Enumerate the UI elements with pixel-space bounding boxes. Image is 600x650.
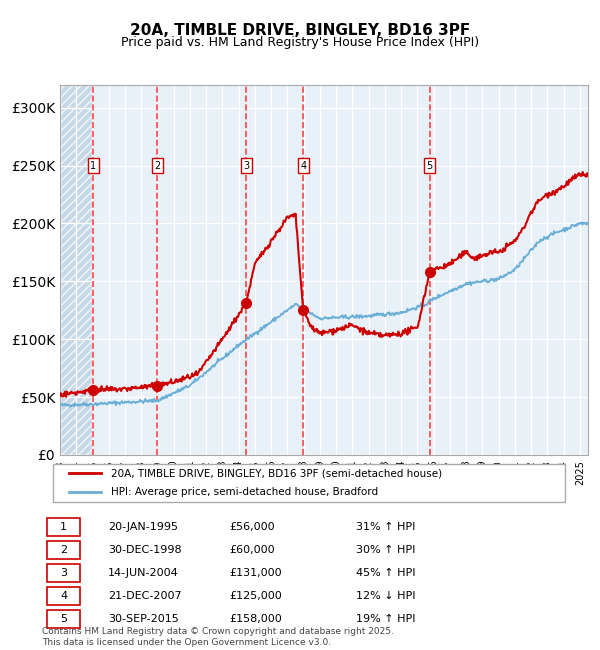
Text: 4: 4: [60, 592, 67, 601]
Text: 4: 4: [300, 161, 306, 170]
Text: HPI: Average price, semi-detached house, Bradford: HPI: Average price, semi-detached house,…: [112, 487, 379, 497]
Text: Contains HM Land Registry data © Crown copyright and database right 2025.
This d: Contains HM Land Registry data © Crown c…: [42, 627, 394, 647]
Text: 19% ↑ HPI: 19% ↑ HPI: [356, 614, 416, 625]
Text: 1: 1: [90, 161, 97, 170]
FancyBboxPatch shape: [53, 465, 565, 502]
Text: 2: 2: [154, 161, 160, 170]
Text: £60,000: £60,000: [229, 545, 275, 555]
Text: 21-DEC-2007: 21-DEC-2007: [108, 592, 181, 601]
Text: 1: 1: [60, 522, 67, 532]
Text: £125,000: £125,000: [229, 592, 282, 601]
Text: £56,000: £56,000: [229, 522, 275, 532]
Text: 14-JUN-2004: 14-JUN-2004: [108, 568, 179, 578]
Text: 5: 5: [60, 614, 67, 625]
Text: £131,000: £131,000: [229, 568, 282, 578]
Text: 30-DEC-1998: 30-DEC-1998: [108, 545, 181, 555]
Bar: [60, 84, 94, 455]
Text: Price paid vs. HM Land Registry's House Price Index (HPI): Price paid vs. HM Land Registry's House …: [121, 36, 479, 49]
Bar: [60, 84, 94, 455]
Text: 20A, TIMBLE DRIVE, BINGLEY, BD16 3PF: 20A, TIMBLE DRIVE, BINGLEY, BD16 3PF: [130, 23, 470, 38]
Text: 3: 3: [60, 568, 67, 578]
FancyBboxPatch shape: [47, 610, 80, 629]
Text: 31% ↑ HPI: 31% ↑ HPI: [356, 522, 416, 532]
Text: 20-JAN-1995: 20-JAN-1995: [108, 522, 178, 532]
Text: 20A, TIMBLE DRIVE, BINGLEY, BD16 3PF (semi-detached house): 20A, TIMBLE DRIVE, BINGLEY, BD16 3PF (se…: [112, 469, 442, 478]
FancyBboxPatch shape: [47, 518, 80, 536]
FancyBboxPatch shape: [47, 588, 80, 605]
Text: 12% ↓ HPI: 12% ↓ HPI: [356, 592, 416, 601]
Text: 30% ↑ HPI: 30% ↑ HPI: [356, 545, 416, 555]
FancyBboxPatch shape: [47, 541, 80, 559]
Text: 45% ↑ HPI: 45% ↑ HPI: [356, 568, 416, 578]
Text: 30-SEP-2015: 30-SEP-2015: [108, 614, 179, 625]
Text: 5: 5: [427, 161, 433, 170]
FancyBboxPatch shape: [47, 564, 80, 582]
Text: 3: 3: [243, 161, 249, 170]
Text: 2: 2: [60, 545, 67, 555]
Text: £158,000: £158,000: [229, 614, 282, 625]
